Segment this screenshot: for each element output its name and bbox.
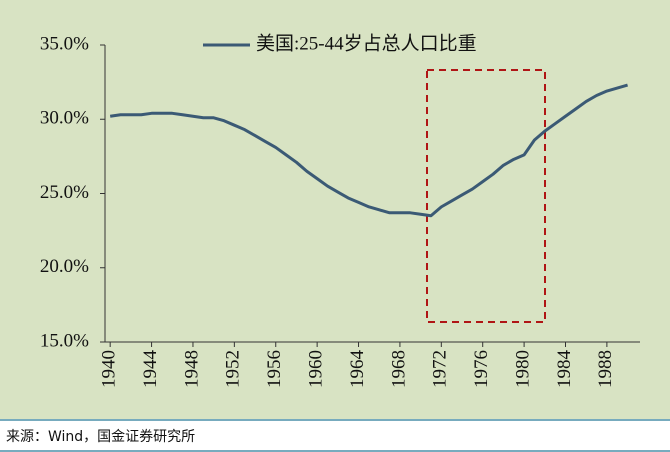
x-tick-label: 1960 [305,350,326,388]
y-tick-label: 15.0% [40,330,89,351]
x-tick-label: 1948 [181,350,202,388]
x-tick-label: 1988 [595,350,616,388]
highlight-box [426,69,546,323]
x-tick-label: 1972 [430,350,451,388]
x-tick-label: 1968 [388,350,409,388]
data-line [109,83,628,218]
x-tick-label: 1944 [140,350,161,389]
chart-background [0,0,670,419]
x-tick-label: 1984 [554,350,575,389]
y-tick-label: 30.0% [40,108,89,129]
y-tick-label: 35.0% [40,33,89,54]
x-tick-label: 1976 [471,350,492,388]
x-tick-label: 1952 [223,350,244,388]
x-tick-label: 1964 [347,350,368,389]
y-tick-label: 25.0% [40,182,89,203]
x-tick-label: 1980 [512,350,533,388]
x-tick-label: 1956 [264,350,285,388]
x-tick-label: 1940 [99,350,120,388]
source-note: 来源：Wind，国金证券研究所 [6,429,195,445]
y-tick-label: 20.0% [40,256,89,277]
legend-label: 美国:25-44岁占总人口比重 [256,32,477,54]
